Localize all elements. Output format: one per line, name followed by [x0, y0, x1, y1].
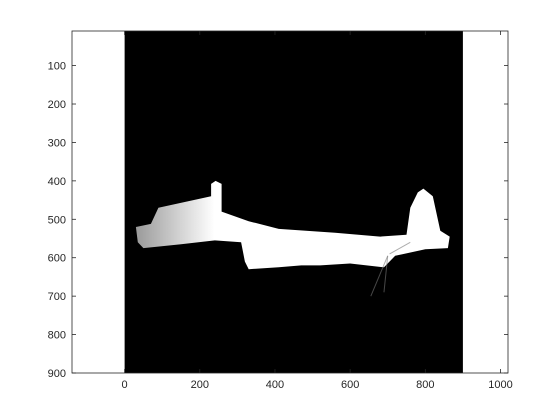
map-ray-1	[383, 255, 389, 293]
x-tick-label-800: 800	[416, 379, 434, 391]
axes-box	[71, 30, 509, 374]
y-tick-label-100: 100	[48, 61, 66, 73]
x-tick-label-0: 0	[122, 379, 128, 391]
x-tick-label-200: 200	[191, 379, 209, 391]
map-ray-0	[370, 255, 389, 297]
x-tick-label-1000: 1000	[488, 379, 512, 391]
plot-area	[72, 31, 508, 373]
x-tick-label-400: 400	[266, 379, 284, 391]
y-tick-label-200: 200	[48, 99, 66, 111]
y-tick-label-600: 600	[48, 253, 66, 265]
y-tick-label-500: 500	[48, 214, 66, 226]
axes-layer: 0 200 400 600 800 1000 100 200 300 400 500 600 700 80…	[48, 30, 513, 391]
y-tick-label-800: 800	[48, 330, 66, 342]
map-ray-2	[389, 241, 411, 255]
y-tick-label-300: 300	[48, 137, 66, 149]
y-tick-label-700: 700	[48, 291, 66, 303]
y-tick-label-400: 400	[48, 176, 66, 188]
occupancy-image-background	[124, 31, 463, 373]
x-tick-label-600: 600	[341, 379, 359, 391]
y-tick-label-900: 900	[48, 368, 66, 380]
map-layer	[135, 180, 450, 297]
map-free-space-region	[135, 180, 450, 270]
